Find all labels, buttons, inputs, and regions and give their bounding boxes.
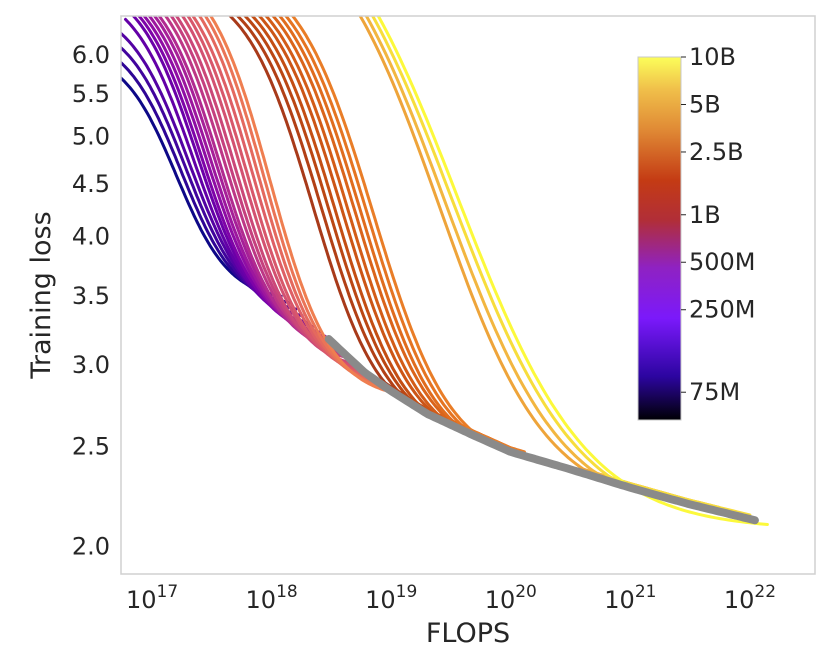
- x-axis-ticks: 1017 1018 1019 1020 1021 1022: [126, 582, 776, 614]
- y-tick-label-0: 2.0: [72, 532, 110, 560]
- y-tick-label-5: 4.5: [72, 170, 110, 198]
- colorbar-tick-label-6: 10B: [689, 43, 736, 71]
- x-tick-label-0: 1017: [126, 582, 178, 614]
- compute-frontier: [324, 335, 759, 525]
- colorbar-tick-label-5: 5B: [689, 90, 721, 118]
- y-axis-title: Training loss: [26, 211, 57, 379]
- y-tick-label-6: 5.0: [72, 123, 110, 151]
- frontier-line: [324, 335, 759, 525]
- y-tick-label-7: 5.5: [72, 80, 110, 108]
- y-tick-label-4: 4.0: [72, 222, 110, 250]
- colorbar-tick-label-2: 500M: [689, 248, 756, 276]
- x-axis-title: FLOPS: [426, 618, 510, 649]
- series-line-33: [376, 16, 769, 526]
- series-line-19: [209, 16, 396, 395]
- colorbar-tick-label-0: 75M: [689, 378, 740, 406]
- plot-area: [121, 16, 815, 574]
- x-tick-label-1: 1018: [246, 582, 298, 614]
- y-tick-label-1: 2.5: [72, 433, 110, 461]
- y-axis-ticks: 2.0 2.5 3.0 3.5 4.0 4.5 5.0 5.5 6.0: [72, 41, 110, 560]
- plot-frame: [120, 15, 816, 575]
- colorbar-frame: [637, 56, 682, 421]
- colorbar-tick-label-3: 1B: [689, 201, 721, 229]
- x-tick-label-4: 1021: [604, 582, 656, 614]
- x-tick-label-3: 1020: [485, 582, 537, 614]
- colorbar-gradient: [638, 57, 681, 420]
- colorbar-ticks: 75M 250M 500M 1B 2.5B 5B 10B: [681, 43, 756, 406]
- colorbar: 75M 250M 500M 1B 2.5B 5B 10B: [637, 43, 756, 421]
- y-tick-label-3: 3.5: [72, 282, 110, 310]
- x-tick-label-2: 1019: [365, 582, 417, 614]
- colorbar-tick-label-4: 2.5B: [689, 138, 744, 166]
- y-tick-label-2: 3.0: [72, 351, 110, 379]
- y-tick-label-8: 6.0: [72, 41, 110, 69]
- x-tick-label-5: 1022: [724, 582, 776, 614]
- colorbar-tick-label-1: 250M: [689, 296, 756, 324]
